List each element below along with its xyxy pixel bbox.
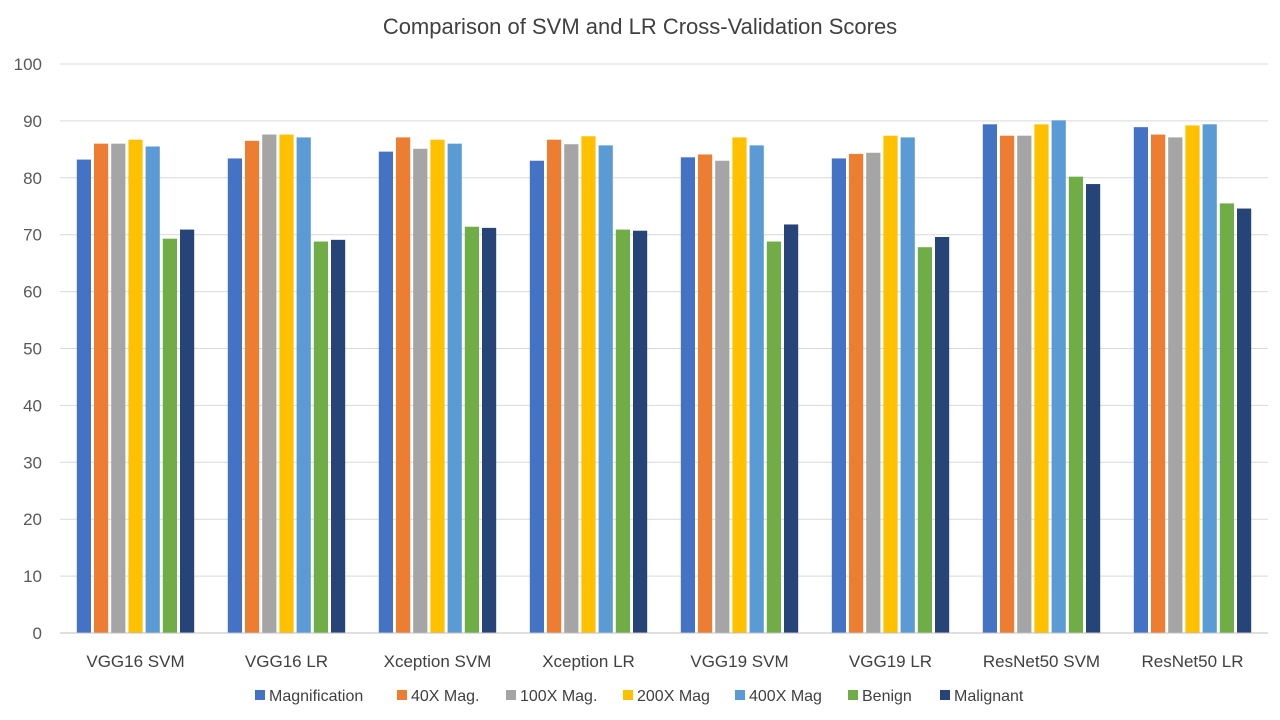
bar — [1017, 135, 1032, 633]
bar — [245, 140, 260, 633]
y-tick-label: 60 — [23, 283, 42, 302]
legend-label: 40X Mag. — [411, 688, 479, 705]
bar — [413, 148, 428, 633]
bar — [982, 124, 997, 634]
bar — [162, 238, 177, 634]
bar — [698, 154, 713, 633]
bar — [482, 227, 497, 633]
bar — [1219, 203, 1234, 633]
legend-swatch — [506, 690, 516, 700]
bar — [917, 247, 932, 633]
bar — [1202, 124, 1217, 634]
bar — [111, 143, 126, 633]
bar — [883, 135, 898, 633]
bar — [447, 143, 462, 633]
bar — [180, 229, 195, 634]
y-tick-label: 100 — [14, 55, 42, 74]
x-tick-label: VGG19 SVM — [690, 652, 788, 671]
bar — [1151, 134, 1166, 633]
bar — [1185, 125, 1200, 634]
x-tick-label: VGG16 SVM — [86, 652, 184, 671]
y-tick-label: 90 — [23, 112, 42, 131]
bar — [396, 137, 411, 633]
x-tick-label: Xception LR — [542, 652, 635, 671]
bar — [766, 241, 781, 633]
y-tick-label: 10 — [23, 567, 42, 586]
bar — [935, 236, 950, 633]
bar — [831, 158, 846, 634]
bar — [866, 152, 881, 634]
bar — [1086, 184, 1101, 633]
bar — [547, 139, 562, 633]
legend-swatch — [255, 690, 265, 700]
legend-label: Magnification — [269, 688, 363, 705]
bar — [564, 144, 579, 633]
bar — [378, 151, 393, 633]
bar — [76, 159, 91, 634]
y-tick-label: 30 — [23, 453, 42, 472]
chart-title: Comparison of SVM and LR Cross-Validatio… — [383, 14, 897, 39]
legend-label: 200X Mag — [637, 688, 710, 705]
bar — [680, 157, 695, 634]
bar — [1068, 176, 1083, 634]
bar — [1051, 120, 1066, 634]
legend-swatch — [623, 690, 633, 700]
x-tick-label: ResNet50 SVM — [983, 652, 1100, 671]
legend-label: 400X Mag — [749, 688, 822, 705]
bar — [1034, 124, 1049, 634]
y-tick-label: 20 — [23, 510, 42, 529]
bar — [279, 134, 294, 633]
y-tick-label: 80 — [23, 169, 42, 188]
legend-swatch — [940, 690, 950, 700]
bar — [1133, 127, 1148, 633]
bar — [529, 160, 544, 634]
bar — [784, 224, 799, 633]
y-tick-label: 0 — [33, 624, 42, 643]
bar — [633, 230, 648, 634]
bar — [262, 134, 277, 633]
bar — [331, 239, 346, 634]
gridlines — [60, 63, 1268, 577]
bar — [227, 158, 242, 634]
bar — [464, 226, 479, 633]
bar — [749, 145, 764, 633]
bar — [598, 145, 613, 633]
x-tick-label: VGG19 LR — [849, 652, 932, 671]
y-tick-label: 70 — [23, 226, 42, 245]
legend: Magnification 40X Mag. 100X Mag. 200X Mag 40… — [255, 688, 1024, 705]
bar — [1237, 208, 1252, 633]
bar — [849, 153, 864, 634]
bar — [145, 146, 160, 633]
bar — [900, 137, 915, 633]
legend-swatch — [848, 690, 858, 700]
x-tick-label: Xception SVM — [384, 652, 492, 671]
legend-swatch — [397, 690, 407, 700]
bar — [128, 139, 143, 633]
x-axis-labels: VGG16 SVM VGG16 LR Xception SVM Xception LR… — [86, 652, 1243, 671]
bar — [715, 160, 730, 634]
bar — [313, 241, 328, 633]
legend-label: Benign — [862, 688, 912, 705]
bar — [430, 139, 445, 633]
bar — [1168, 137, 1183, 633]
bar — [581, 136, 596, 633]
y-tick-label: 50 — [23, 340, 42, 359]
legend-label: 100X Mag. — [520, 688, 597, 705]
bar — [615, 229, 630, 634]
x-tick-label: ResNet50 LR — [1141, 652, 1243, 671]
bar — [732, 137, 747, 633]
y-tick-label: 40 — [23, 396, 42, 415]
legend-label: Malignant — [954, 688, 1024, 705]
bar — [296, 137, 311, 633]
bar — [94, 143, 109, 633]
bars — [76, 120, 1252, 634]
legend-swatch — [735, 690, 745, 700]
y-axis-ticks: 0 10 20 30 40 50 60 70 80 90 100 — [14, 55, 42, 643]
x-tick-label: VGG16 LR — [245, 652, 328, 671]
bar — [1000, 135, 1015, 633]
